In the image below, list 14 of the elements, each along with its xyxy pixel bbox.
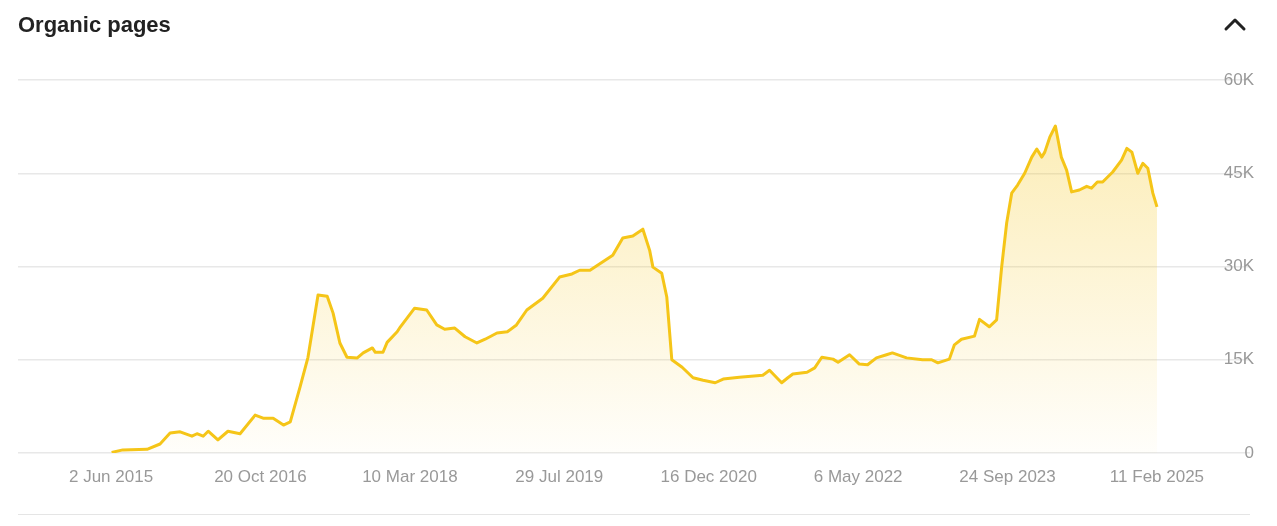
x-tick-label: 6 May 2022 bbox=[813, 466, 903, 486]
y-tick-label: 60K bbox=[1223, 69, 1255, 89]
x-tick-label: 11 Feb 2025 bbox=[1109, 466, 1205, 486]
x-tick-label: 20 Oct 2016 bbox=[214, 466, 307, 486]
x-tick-label: 24 Sep 2023 bbox=[959, 466, 1056, 486]
x-tick-label: 29 Jul 2019 bbox=[515, 466, 604, 486]
x-tick-label: 10 Mar 2018 bbox=[362, 466, 458, 486]
y-tick-label: 15K bbox=[1223, 349, 1255, 369]
y-tick-label: 45K bbox=[1223, 162, 1255, 182]
chart-title: Organic pages bbox=[18, 12, 171, 38]
x-tick-label: 2 Jun 2015 bbox=[68, 466, 154, 486]
x-tick-label: 16 Dec 2020 bbox=[660, 466, 757, 486]
y-tick-label: 30K bbox=[1223, 256, 1255, 276]
y-tick-label: 0 bbox=[1244, 442, 1254, 462]
